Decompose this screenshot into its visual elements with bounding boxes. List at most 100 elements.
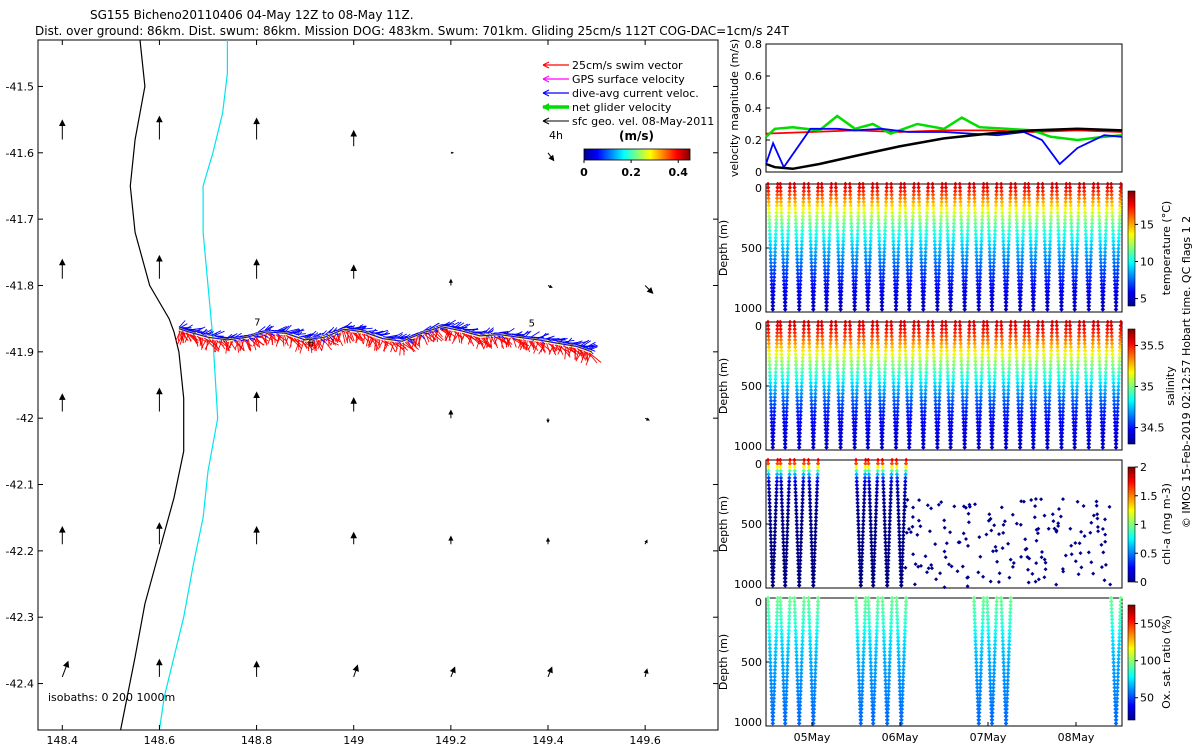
profile-marker [874,497,879,502]
profile-marker [1035,189,1041,194]
profile-marker [851,278,856,284]
profile-marker [866,278,872,284]
profile-marker [827,221,833,226]
profile-marker [1015,242,1020,248]
profile-marker [1101,423,1106,429]
profile-marker [1068,199,1073,205]
profile-marker [1035,203,1040,208]
profile-marker [857,547,862,552]
profile-marker [1041,217,1047,222]
profile-marker [1046,427,1051,432]
profile-marker [937,260,942,266]
profile-marker [798,536,804,541]
profile-marker [917,352,922,357]
swim-vector [275,334,285,344]
profile-marker [938,232,943,237]
profile-marker [825,413,830,418]
profile-marker [865,307,871,312]
dac-vector [357,325,362,330]
profile-marker [812,423,817,429]
profile-marker [965,228,970,233]
profile-marker [781,402,786,407]
profile-marker [945,370,950,375]
profile-marker [780,518,785,524]
profile-marker [1045,438,1050,443]
profile-marker [811,300,816,305]
profile-marker [785,380,790,386]
profile-marker [932,366,937,371]
profile-marker [1001,239,1006,244]
profile-marker [1089,235,1094,240]
map-ytick-label: -41.6 [6,147,34,160]
profile-marker [778,465,783,470]
profile-marker [934,278,939,284]
profile-marker [797,427,803,432]
profile-marker [861,511,866,516]
profile-marker [1115,413,1120,418]
profile-marker [972,206,978,212]
profile-marker [773,228,779,233]
profile-marker [822,405,828,411]
profile-marker [959,380,965,386]
profile-marker [785,239,790,244]
profile-marker [848,334,853,339]
profile-marker [875,327,880,332]
profile-marker [861,185,866,190]
profile-marker [877,391,882,396]
profile-marker [809,391,814,396]
profile-marker [1110,210,1115,215]
profile-marker [1062,352,1068,357]
profile-marker [1016,271,1021,276]
velocity-ytick-label: 0.2 [745,134,763,147]
profile-marker [878,416,883,422]
profile-marker [1069,242,1075,248]
swim-vector [493,336,499,345]
profile-marker [768,253,773,258]
profile-marker [801,189,806,194]
profile-marker [826,257,831,262]
profile-marker [1047,246,1052,251]
profile-marker [1116,380,1121,386]
profile-marker [884,192,889,197]
profile-marker [857,319,862,325]
profile-marker [1000,224,1005,230]
profile-marker [862,497,867,502]
profile-marker [1082,348,1088,353]
profile-marker [965,224,971,230]
profile-marker [861,522,866,527]
profile-marker [905,409,910,414]
profile-marker [780,515,785,520]
profile-marker [1040,323,1045,328]
profile-marker [1118,199,1123,205]
profile-marker [849,232,854,237]
profile-marker [973,217,978,222]
salinity-axes-box [765,321,1123,451]
profile-marker [896,249,901,255]
profile-marker [814,362,819,368]
profile-marker [765,461,771,466]
profile-marker [1095,185,1101,190]
profile-marker [870,192,875,197]
profile-marker [882,380,887,386]
profile-marker [1033,398,1038,404]
profile-marker [797,445,802,450]
profile-marker [883,206,889,212]
colorbar-tick-label: 1 [1140,519,1147,532]
profile-marker [871,568,876,574]
profile-marker [1102,275,1107,280]
profile-marker [960,246,965,251]
profile-marker [945,242,951,248]
profile-marker [981,192,986,197]
profile-marker [882,228,888,233]
profile-marker [1070,253,1075,258]
profile-marker [767,232,773,237]
profile-marker [861,344,867,350]
profile-marker [1062,362,1067,368]
profile-marker [1042,380,1048,386]
profile-marker [904,249,910,255]
legend-arrowhead-swim [542,61,550,69]
profile-marker [786,210,792,215]
profile-marker [850,264,856,269]
profile-marker [853,416,859,422]
profile-marker [1004,296,1009,301]
